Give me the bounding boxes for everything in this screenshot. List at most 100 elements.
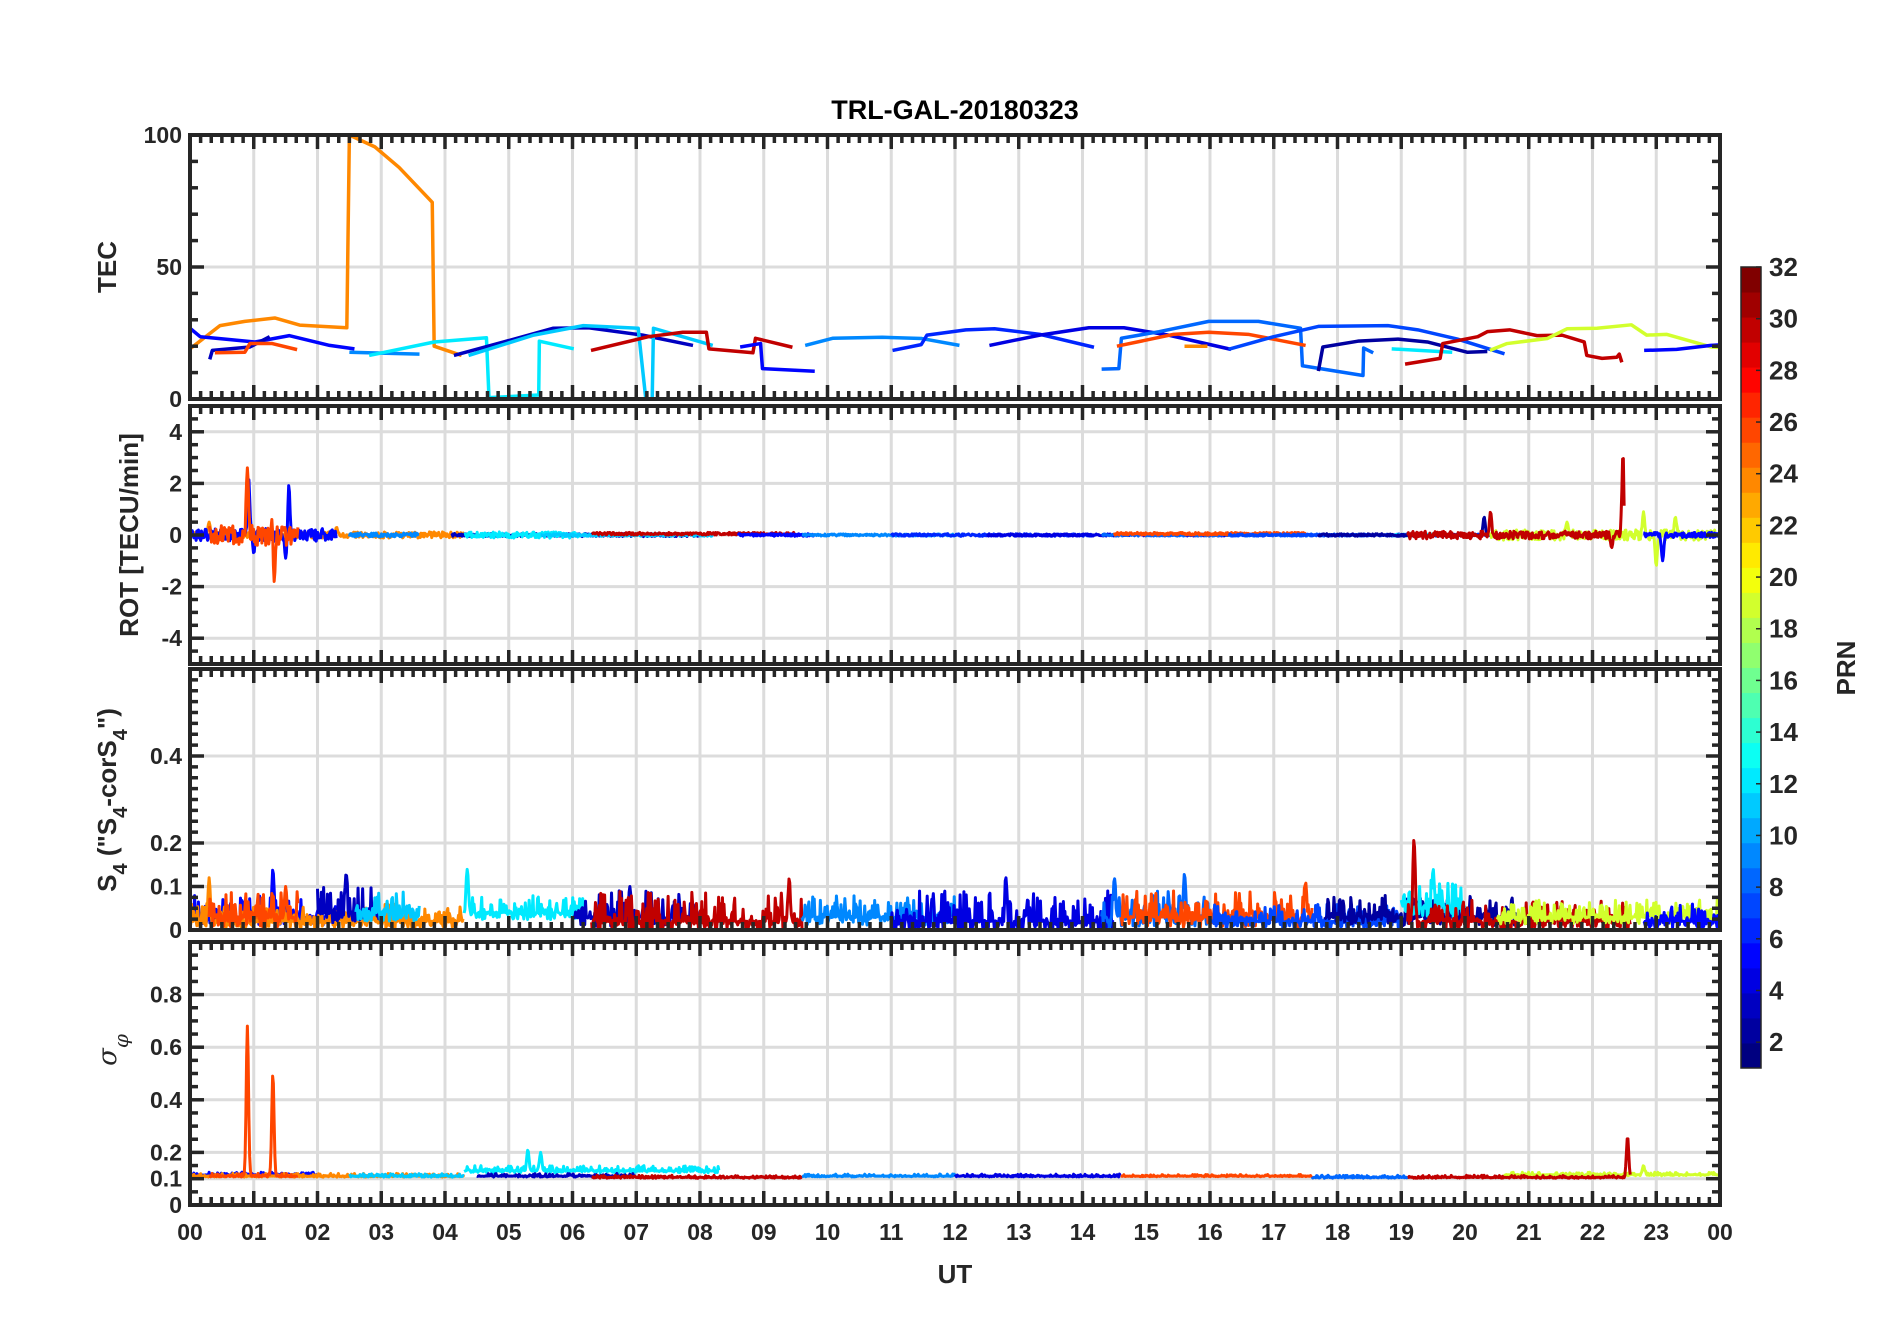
tec-prn-5-line (739, 341, 815, 374)
colorbar-band (1741, 842, 1761, 869)
sigma-prn-12-line (463, 1148, 721, 1175)
y-tick-label: 0.4 (150, 1087, 182, 1113)
s4-prn-4-line (889, 876, 1115, 930)
colorbar-band (1741, 642, 1761, 668)
s4-prn-19-line (1495, 898, 1720, 926)
sigma-prn-11-line (348, 1172, 465, 1179)
axes-box (188, 940, 1722, 1207)
colorbar-band (1741, 517, 1761, 543)
x-tick-label: 10 (815, 1219, 841, 1245)
tec-prn-8-line (1101, 319, 1374, 378)
y-tick-label: 0.1 (150, 874, 182, 900)
y-tick-label: 0 (169, 386, 182, 412)
sigma-phi-ylabel: σφ (93, 1034, 133, 1066)
x-tick-label: 12 (942, 1219, 968, 1245)
sigma-prn-30-line (590, 1173, 804, 1180)
sigma-prn-4-line (953, 1172, 1122, 1179)
y-tick-label: -4 (162, 625, 183, 651)
colorbar-band (1741, 1042, 1761, 1069)
tec-ylabel: TEC (92, 241, 122, 293)
colorbar-band (1741, 817, 1761, 844)
colorbar-band (1741, 267, 1761, 293)
x-tick-label: 11 (879, 1219, 904, 1245)
y-tick-label: 0.1 (150, 1166, 182, 1192)
tec-prn-30-line (1404, 328, 1624, 366)
colorbar-tick-label: 12 (1769, 769, 1798, 799)
panel-rot: -4 -2 0 2 4 (162, 404, 1722, 666)
colorbar-band (1741, 567, 1761, 593)
colorbar-tick-label: 16 (1769, 665, 1798, 695)
panel-s4: 0 0.1 0.2 0.4 (150, 667, 1722, 943)
data-lines (190, 1024, 1720, 1180)
colorbar-band (1741, 342, 1761, 368)
rot-prn-9-line (347, 531, 420, 539)
colorbar-band (1741, 417, 1761, 443)
colorbar-band (1741, 942, 1761, 969)
colorbar-tick-label: 20 (1769, 562, 1798, 592)
x-tick-label: 21 (1516, 1219, 1542, 1245)
tec-prn-19-line (1489, 323, 1720, 353)
colorbar-tick-label: 14 (1769, 717, 1798, 747)
s4-prn-3-line (316, 873, 383, 925)
colorbar-band (1741, 317, 1761, 343)
x-tick-labels: 00 01 02 03 04 05 06 07 08 09 10 11 12 13 14 15 16 17 18 19… (177, 1219, 1733, 1245)
colorbar-band (1741, 542, 1761, 568)
colorbar-band (1741, 467, 1761, 493)
colorbar-tick-label: 18 (1769, 614, 1798, 644)
data-lines (190, 457, 1720, 583)
sigma-prn-26-line (208, 1024, 299, 1179)
x-tick-label: 18 (1325, 1219, 1351, 1245)
tec-prn-9-line (804, 335, 960, 348)
sigma-prn-8-line (1310, 1173, 1409, 1180)
x-tick-label: 20 (1452, 1219, 1478, 1245)
sigma-prn-30-line (1406, 1137, 1632, 1180)
x-tick-label: 09 (751, 1219, 777, 1245)
colorbar-tick-label: 2 (1769, 1027, 1783, 1057)
y-tick-label: 4 (169, 419, 182, 445)
colorbar-band (1741, 492, 1761, 518)
s4-prn-12-line (462, 867, 586, 921)
s4-prn-11-line (354, 890, 421, 923)
sigma-prn-19-line (1502, 1164, 1720, 1178)
colorbar-tick-label: 6 (1769, 924, 1783, 954)
colorbar-band (1741, 867, 1761, 894)
colorbar-band (1741, 917, 1761, 944)
y-tick-label: 0.2 (150, 1139, 182, 1165)
colorbar-band (1741, 717, 1761, 744)
x-tick-label: 02 (305, 1219, 331, 1245)
x-tick-label: 16 (1197, 1219, 1223, 1245)
x-tick-label: 14 (1070, 1219, 1096, 1245)
x-tick-label: 01 (241, 1219, 267, 1245)
x-tick-label: 00 (177, 1219, 203, 1245)
colorbar-band (1741, 692, 1761, 719)
x-tick-label: 05 (496, 1219, 522, 1245)
x-tick-label: 00 (1707, 1219, 1733, 1245)
axes-box (188, 404, 1722, 666)
colorbar-tick-label: 30 (1769, 304, 1798, 334)
rot-ylabel: ROT [TECU/min] (114, 433, 144, 637)
colorbar-band (1741, 767, 1761, 794)
y-tick-label: -2 (162, 574, 182, 600)
x-tick-label: 23 (1643, 1219, 1669, 1245)
y-tick-label: 0 (169, 1192, 182, 1218)
rot-prn-30-line (1406, 457, 1626, 549)
y-tick-label: 100 (144, 122, 182, 148)
x-axis-label: UT (938, 1259, 973, 1289)
colorbar-band (1741, 617, 1761, 643)
data-lines (190, 135, 1720, 399)
y-tick-label: 0.4 (150, 743, 182, 769)
colorbar-band (1741, 892, 1761, 919)
colorbar-label: PRN (1831, 641, 1861, 696)
rot-prn-26-line (207, 466, 300, 583)
y-tick-label: 0 (169, 917, 182, 943)
colorbar-tick-label: 26 (1769, 407, 1798, 437)
colorbar-tick-label: 10 (1769, 820, 1798, 850)
colorbar-tick-label: 28 (1769, 355, 1798, 385)
panel-sigma: 00.10.2 0.4 0.6 0.8 (150, 940, 1722, 1218)
colorbar-band (1741, 992, 1761, 1019)
s4-ylabel: S4 ("S4-corS4") (92, 708, 132, 892)
colorbar-band (1741, 592, 1761, 618)
tec-prn-30-line (590, 330, 793, 355)
x-tick-label: 13 (1006, 1219, 1032, 1245)
